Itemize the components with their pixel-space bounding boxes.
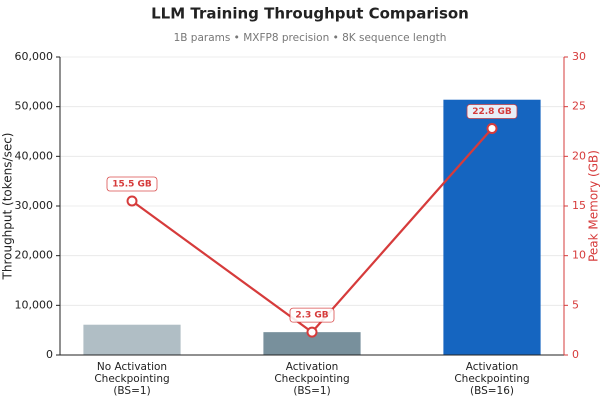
x-tick-foreign: Activation Checkpointing (BS=16) — [454, 361, 530, 397]
y2-tick-label: 10 — [572, 249, 586, 262]
y-tick-label: 0 — [46, 348, 53, 361]
value-label-box — [106, 176, 158, 192]
bar — [83, 324, 181, 355]
y-axis-label: Throughput (tokens/sec) — [1, 133, 15, 281]
x-tick-label: Activation Checkpointing (BS=16) — [454, 361, 530, 397]
line — [131, 127, 493, 334]
y-tick-label: 20,000 — [15, 249, 54, 262]
line-point — [126, 195, 138, 207]
value-label: 2.3 GB — [295, 311, 328, 321]
x-tick-label: Activation Checkpointing (BS=1) — [274, 361, 350, 397]
value-label: 15.5 GB — [112, 180, 152, 190]
value-label-box — [466, 104, 518, 119]
y2-tick-label: 5 — [572, 298, 579, 311]
y-tick-label: 30,000 — [15, 199, 54, 212]
bar — [263, 332, 361, 355]
x-tick-foreign: Activation Checkpointing (BS=1) — [274, 361, 350, 397]
x-tick-foreign: No Activation Checkpointing (BS=1) — [94, 361, 170, 397]
y2-tick-label: 25 — [572, 100, 586, 113]
y2-tick-label: 0 — [572, 348, 579, 361]
chart-title: LLM Training Throughput Comparison — [151, 5, 469, 23]
y2-tick-label: 20 — [572, 149, 586, 162]
line-point — [486, 123, 498, 135]
y2-axis-label: Peak Memory (GB) — [587, 150, 600, 262]
value-label: 22.8 GB — [472, 107, 512, 117]
y-tick-label: 50,000 — [15, 100, 54, 113]
y-tick-label: 40,000 — [15, 149, 54, 162]
y-tick-label: 10,000 — [15, 298, 54, 311]
y-tick-label: 60,000 — [15, 50, 54, 63]
bar — [443, 99, 541, 355]
line-point — [306, 326, 318, 338]
value-label-box — [289, 307, 335, 323]
y2-tick-label: 30 — [572, 50, 586, 63]
x-tick-label: No Activation Checkpointing (BS=1) — [94, 361, 170, 397]
y2-tick-label: 15 — [572, 199, 586, 212]
chart-subtitle: 1B params • MXFP8 precision • 8K sequenc… — [174, 32, 447, 44]
